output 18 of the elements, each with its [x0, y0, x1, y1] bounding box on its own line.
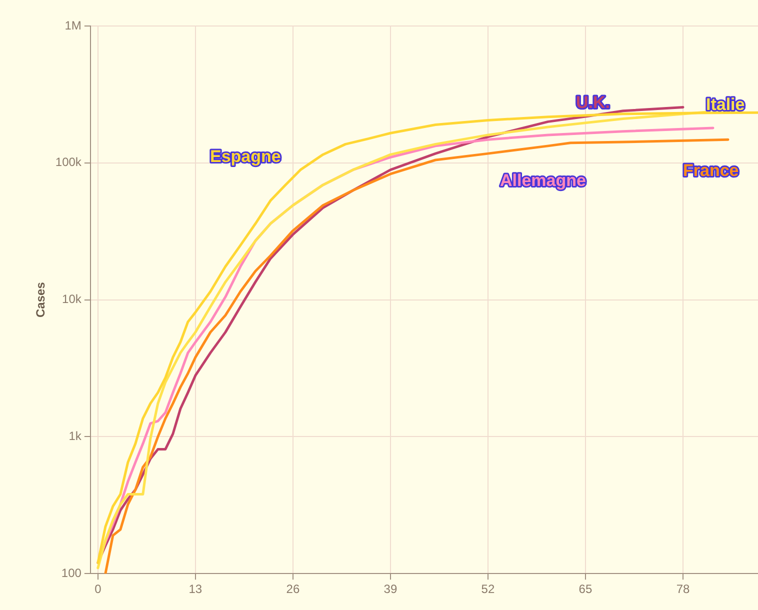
y-tick-label: 100 [61, 566, 82, 580]
x-tick-label: 13 [188, 582, 202, 596]
series-label: Espagne [210, 147, 281, 166]
y-tick-label: 1M [64, 18, 82, 32]
y-tick-label: 100k [55, 155, 82, 170]
series-label: Allemagne [500, 171, 586, 190]
x-tick-label: 26 [286, 582, 300, 596]
x-tick-label: 39 [384, 582, 398, 596]
x-tick-label: 52 [481, 582, 495, 596]
y-axis-title: Cases [34, 282, 48, 318]
y-tick-label: 10k [62, 292, 82, 306]
series-label: U.K. [576, 93, 610, 112]
series-label: Italie [706, 95, 745, 114]
x-tick-label: 0 [94, 582, 102, 596]
x-tick-label: 78 [676, 582, 690, 596]
y-tick-label: 1k [68, 429, 82, 444]
series-label: France [683, 161, 739, 180]
x-tick-label: 65 [578, 582, 592, 596]
